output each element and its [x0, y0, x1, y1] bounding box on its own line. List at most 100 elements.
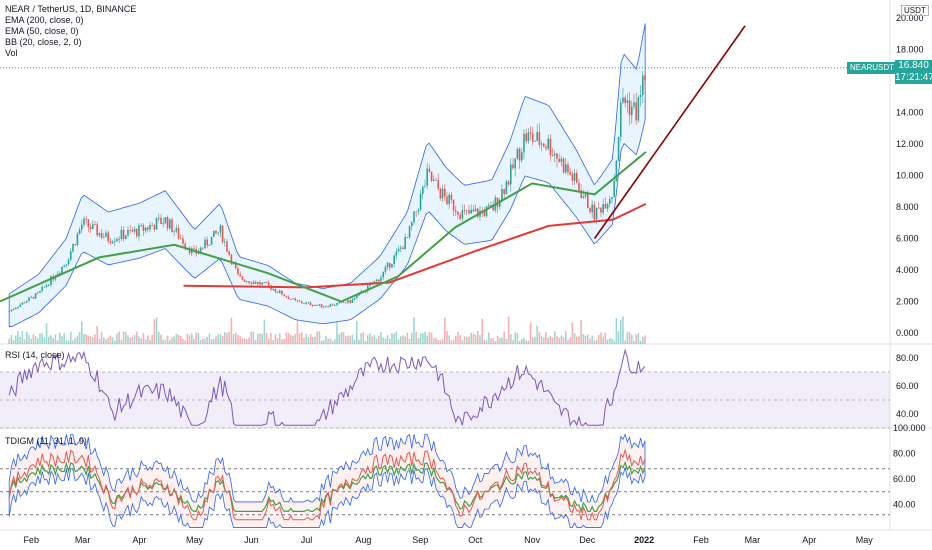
candle: [276, 291, 279, 293]
volume-bar: [404, 336, 406, 344]
volume-bar: [314, 336, 316, 344]
volume-bar: [441, 338, 444, 344]
ema200-legend[interactable]: EMA (200, close, 0): [5, 15, 84, 25]
candle: [30, 296, 32, 298]
volume-bar: [25, 331, 28, 344]
candle: [518, 149, 521, 161]
candle: [133, 228, 136, 232]
candle: [391, 263, 393, 268]
candle: [245, 281, 248, 282]
candle: [410, 222, 413, 227]
candle: [569, 172, 571, 175]
volume-bar: [388, 338, 391, 344]
candle: [331, 304, 334, 306]
candle: [474, 208, 477, 212]
volume-bar: [507, 316, 510, 344]
volume-bar: [153, 319, 156, 344]
candle: [76, 233, 79, 246]
candle: [439, 188, 442, 199]
candle: [408, 226, 411, 238]
candle: [12, 308, 15, 310]
candle: [204, 239, 206, 248]
volume-bar: [525, 340, 527, 344]
volume-bar: [619, 320, 622, 344]
volume-bar: [80, 321, 83, 344]
last-price: 16.840: [898, 60, 929, 71]
candle: [397, 248, 400, 252]
volume-bar: [481, 318, 483, 344]
candle: [25, 301, 28, 303]
candle: [206, 239, 208, 246]
candle: [91, 224, 94, 230]
candle: [252, 281, 255, 284]
candle: [43, 286, 46, 288]
candle: [256, 282, 259, 284]
rsi-legend[interactable]: RSI (14, close): [5, 350, 65, 360]
volume-bar: [69, 331, 72, 344]
candle: [472, 209, 475, 212]
volume-bar: [534, 336, 536, 344]
ema50-legend[interactable]: EMA (50, close, 0): [5, 26, 79, 36]
volume-bar: [575, 336, 578, 344]
candle: [272, 288, 274, 290]
tdi-axis-tick: 80.00: [893, 449, 916, 459]
volume-bar: [520, 339, 523, 344]
candle: [124, 235, 127, 239]
candle: [250, 282, 252, 284]
bb-legend[interactable]: BB (20, close, 2, 0): [5, 37, 82, 47]
volume-bar: [122, 331, 125, 344]
vol-legend[interactable]: Vol: [5, 48, 18, 58]
currency-badge[interactable]: USDT: [901, 5, 929, 16]
time-axis-label: 2022: [634, 535, 654, 545]
candle: [261, 282, 263, 285]
candle: [529, 132, 532, 134]
time-axis-label: Feb: [693, 535, 709, 545]
tdi-rsi-line: [8, 448, 646, 521]
volume-bar: [193, 338, 195, 344]
volume-bar: [454, 336, 457, 344]
tdi-legend[interactable]: TDIGM (11, 31, 1, 9): [5, 436, 87, 446]
candle: [135, 228, 138, 237]
volume-bar: [206, 337, 208, 344]
candle: [628, 100, 631, 116]
candle: [336, 303, 338, 305]
volume-bar: [30, 338, 32, 344]
volume-bar: [287, 332, 290, 344]
volume-bar: [395, 331, 398, 344]
candle: [503, 189, 505, 195]
volume-bar: [424, 331, 426, 344]
volume-bar: [468, 336, 470, 344]
volume-bar: [371, 336, 373, 344]
candle: [78, 229, 81, 234]
candle: [580, 190, 582, 198]
candle: [307, 302, 310, 304]
candle: [531, 133, 534, 142]
volume-bar: [105, 339, 107, 344]
volume-bar: [641, 337, 644, 344]
symbol-price-tag: NEARUSDT: [847, 62, 898, 74]
candle: [468, 210, 470, 214]
candle: [215, 230, 217, 234]
volume-bar: [274, 334, 277, 344]
volume-bar: [503, 331, 505, 344]
candle: [593, 204, 596, 220]
volume-bar: [439, 340, 442, 344]
symbol-title[interactable]: NEAR / TetherUS, 1D, BINANCE: [5, 4, 137, 14]
rsi-axis-tick: 40.00: [896, 409, 919, 419]
candle: [606, 203, 609, 209]
volume-bar: [556, 336, 558, 344]
candle: [435, 179, 437, 181]
volume-bar: [628, 332, 631, 344]
volume-bar: [47, 336, 50, 344]
volume-bar: [199, 340, 202, 344]
volume-bar: [549, 335, 552, 344]
price-axis-tick: 4.000: [896, 265, 919, 275]
candle: [377, 279, 380, 282]
candle: [567, 164, 569, 173]
volume-bar: [624, 340, 626, 344]
volume-bar: [474, 334, 477, 344]
volume-bar: [102, 337, 105, 344]
candle: [428, 168, 431, 172]
candle: [140, 225, 142, 226]
